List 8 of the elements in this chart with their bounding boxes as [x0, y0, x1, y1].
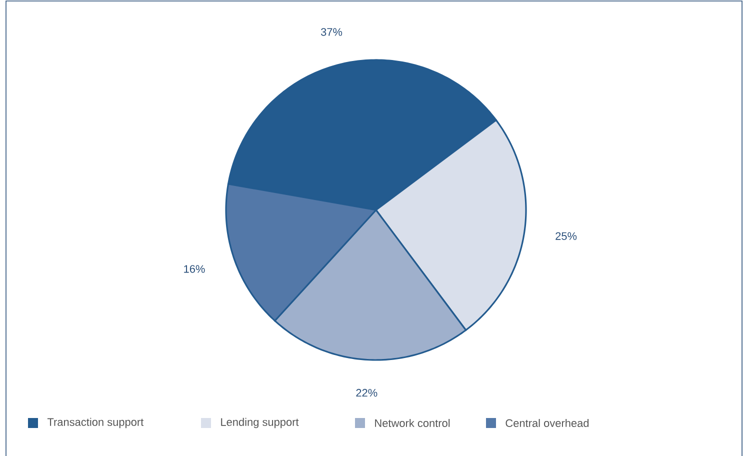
legend-label: Transaction support [47, 418, 144, 428]
legend-label: Central overhead [506, 418, 589, 427]
legend-label: Network control [375, 418, 450, 427]
legend-label: Lending support [221, 418, 299, 428]
data-label: 16% [184, 264, 205, 273]
data-label: 25% [556, 232, 577, 240]
data-label: 22% [356, 388, 378, 396]
data-label: 37% [320, 28, 342, 36]
